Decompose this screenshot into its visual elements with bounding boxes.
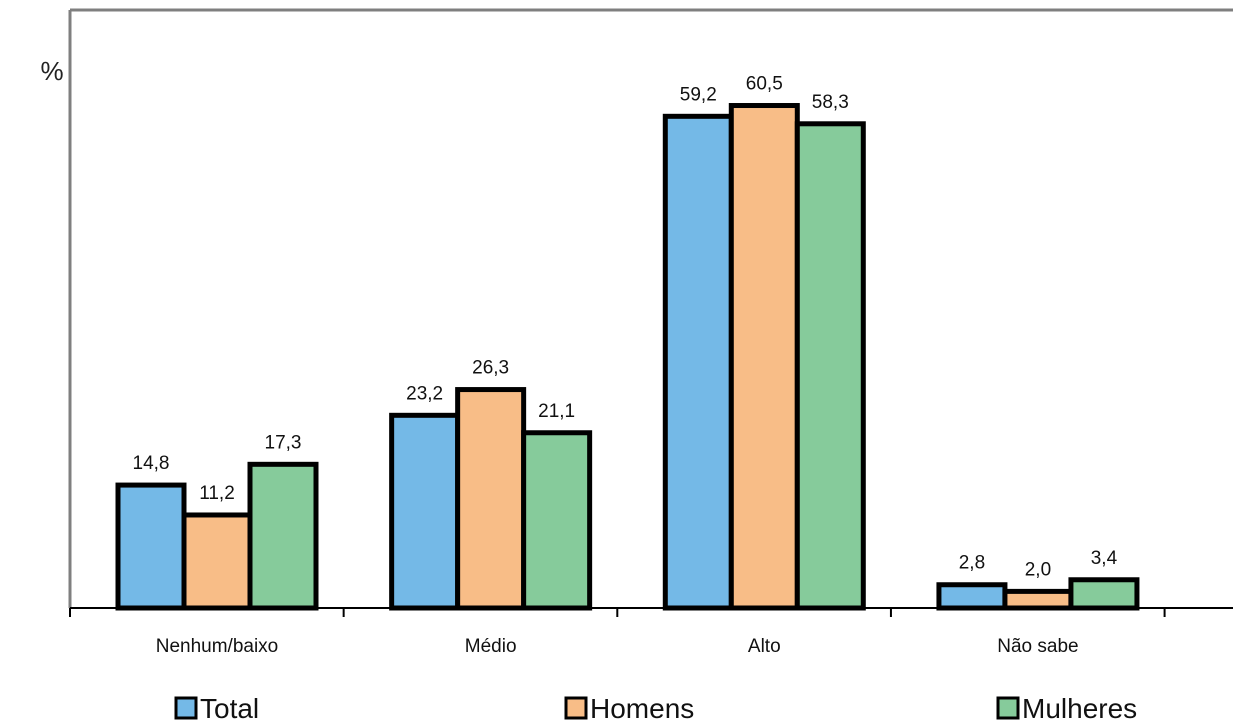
- bar: [181, 512, 253, 611]
- bar: [936, 582, 1008, 611]
- x-tick-label: Não sabe: [997, 636, 1078, 657]
- bar: [389, 412, 461, 611]
- legend-swatch: [174, 696, 198, 720]
- bar: [728, 103, 800, 611]
- x-tick-label: Médio: [465, 636, 517, 657]
- x-axis: Nenhum/baixo Médio Alto Não sabe: [69, 607, 1233, 657]
- data-label: 58,3: [812, 92, 849, 113]
- data-label: 17,3: [265, 432, 302, 453]
- bar: [247, 461, 319, 611]
- x-tick-label: Alto: [748, 636, 781, 657]
- data-label: 2,0: [1025, 559, 1051, 580]
- bar: [1002, 588, 1074, 611]
- data-label: 21,1: [538, 401, 575, 422]
- y-axis-label: %: [40, 56, 63, 86]
- plot-frame: [68, 8, 1233, 608]
- legend-label: Mulheres: [1022, 693, 1137, 723]
- data-label: 3,4: [1091, 548, 1118, 569]
- legend-label: Homens: [590, 693, 694, 723]
- data-label: 11,2: [199, 483, 235, 504]
- bar: [662, 113, 734, 611]
- data-label: 26,3: [472, 358, 509, 379]
- data-label: 60,5: [746, 74, 783, 95]
- legend: Total Homens Mulheres: [174, 693, 1137, 723]
- data-label: 59,2: [680, 84, 717, 105]
- bar: [521, 430, 593, 611]
- bar: [1068, 577, 1140, 611]
- data-label: 2,8: [959, 553, 985, 574]
- x-tick-label: Nenhum/baixo: [156, 636, 279, 657]
- legend-swatch: [564, 696, 588, 720]
- data-label: 14,8: [133, 453, 170, 474]
- bar: [115, 482, 187, 611]
- bar: [455, 387, 527, 611]
- data-label: 23,2: [406, 383, 443, 404]
- legend-swatch: [996, 696, 1020, 720]
- bars-group: 14,8 11,2 17,3 23,2 26,3 21,1 59,2 60,5 58,3 2,8 2…: [115, 74, 1140, 611]
- legend-label: Total: [200, 693, 259, 723]
- bar: [794, 121, 866, 611]
